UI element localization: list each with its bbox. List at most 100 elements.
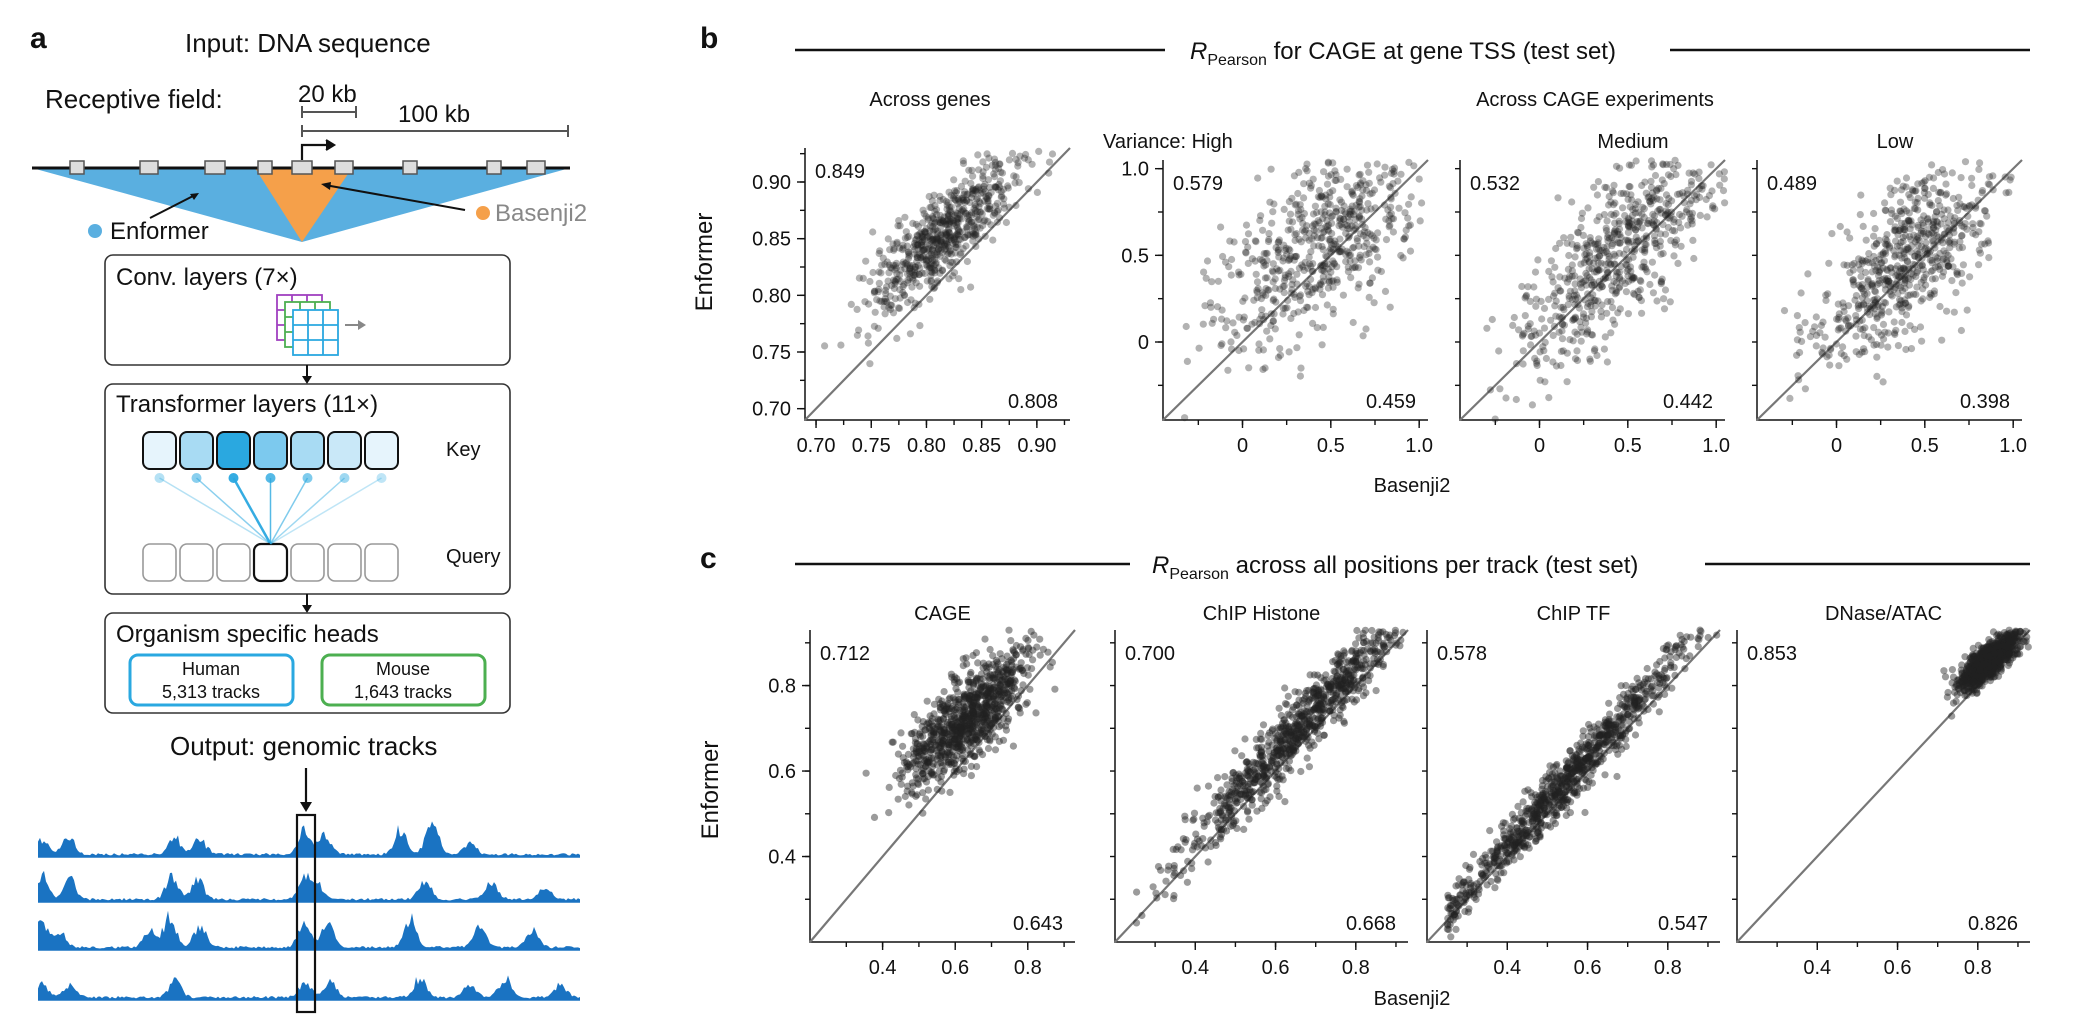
- data-point: [998, 169, 1007, 177]
- data-point: [1305, 260, 1314, 268]
- data-point: [1310, 220, 1318, 228]
- data-point: [1916, 262, 1924, 270]
- data-point: [968, 218, 976, 226]
- data-point: [1650, 212, 1659, 220]
- data-point: [1839, 343, 1847, 351]
- x-tick-label: 0.4: [1493, 957, 1521, 979]
- data-point: [995, 164, 1003, 173]
- data-point: [953, 224, 962, 232]
- data-point: [1216, 833, 1224, 841]
- data-point: [1272, 298, 1280, 306]
- data-point: [1359, 177, 1367, 185]
- data-point: [976, 208, 984, 216]
- data-point: [1325, 235, 1333, 244]
- data-point: [1295, 235, 1303, 243]
- data-point: [931, 283, 939, 291]
- data-point: [1359, 231, 1368, 239]
- data-point: [900, 291, 908, 299]
- data-point: [942, 230, 950, 238]
- data-point: [1872, 267, 1880, 275]
- data-point: [1266, 198, 1274, 206]
- data-point: [1622, 261, 1630, 269]
- data-point: [1170, 864, 1178, 873]
- data-point: [904, 782, 912, 790]
- data-point: [1653, 187, 1661, 195]
- data-point: [984, 197, 992, 205]
- data-point: [1235, 346, 1243, 355]
- scale-100kb-label: 100 kb: [398, 101, 470, 128]
- data-point: [1574, 294, 1582, 302]
- data-point: [1541, 378, 1549, 386]
- data-point: [1235, 271, 1243, 279]
- data-point: [1318, 234, 1326, 242]
- data-point: [1654, 207, 1662, 215]
- data-point: [1868, 282, 1876, 290]
- data-point: [1891, 186, 1899, 194]
- data-point: [932, 235, 940, 244]
- data-point: [1649, 210, 1657, 218]
- data-point: [919, 234, 927, 242]
- data-point: [1616, 164, 1624, 172]
- data-point: [1024, 185, 1032, 193]
- data-point: [934, 237, 942, 245]
- data-point: [1611, 260, 1619, 268]
- data-point: [936, 238, 945, 246]
- data-point: [1242, 758, 1250, 766]
- enformer-mean-value: 0.489: [1767, 173, 1817, 195]
- data-point: [1616, 239, 1624, 247]
- data-point: [1531, 268, 1540, 276]
- data-point: [1913, 236, 1921, 244]
- data-point: [1609, 187, 1617, 195]
- data-point: [1210, 315, 1218, 323]
- data-point: [973, 195, 981, 203]
- data-point: [1387, 203, 1395, 211]
- data-point: [931, 249, 939, 257]
- data-point: [1530, 327, 1538, 335]
- data-point: [1930, 174, 1938, 182]
- data-point: [1877, 341, 1885, 349]
- data-point: [1269, 260, 1277, 268]
- data-point: [1512, 395, 1520, 404]
- data-point: [1540, 347, 1548, 355]
- data-point: [1292, 200, 1300, 208]
- data-point: [906, 274, 914, 282]
- data-point: [1263, 274, 1271, 282]
- data-point: [1655, 205, 1663, 214]
- x-tick-label: 0.70: [797, 435, 836, 457]
- data-point: [1564, 265, 1572, 273]
- data-point: [1320, 260, 1329, 268]
- data-point: [1526, 320, 1534, 328]
- data-point: [1354, 183, 1362, 191]
- data-point: [1309, 175, 1317, 183]
- data-point: [1341, 684, 1349, 693]
- data-point: [1319, 246, 1327, 254]
- data-point: [1349, 318, 1357, 327]
- data-point: [1366, 190, 1374, 198]
- data-point: [1354, 264, 1363, 272]
- data-point: [1624, 214, 1632, 222]
- data-point: [927, 732, 935, 740]
- data-point: [1944, 219, 1952, 227]
- data-point: [1296, 297, 1305, 305]
- data-point: [1621, 212, 1629, 220]
- data-point: [1873, 372, 1881, 380]
- data-point: [1607, 210, 1615, 218]
- identity-line: [809, 629, 1076, 943]
- data-point: [1374, 266, 1382, 274]
- data-point: [1919, 285, 1927, 293]
- data-point: [1607, 297, 1615, 306]
- data-point: [912, 270, 920, 278]
- data-point: [1948, 277, 1956, 285]
- data-point: [1045, 158, 1054, 166]
- data-point: [1627, 161, 1635, 169]
- data-point: [1235, 313, 1243, 321]
- data-point: [1682, 655, 1690, 663]
- data-point: [1679, 189, 1687, 197]
- data-point: [1686, 200, 1694, 208]
- data-point: [1924, 230, 1932, 238]
- data-point: [1641, 248, 1649, 256]
- data-point: [1858, 259, 1866, 267]
- data-point: [1012, 155, 1020, 164]
- data-point: [1858, 284, 1866, 292]
- data-point: [1615, 225, 1624, 233]
